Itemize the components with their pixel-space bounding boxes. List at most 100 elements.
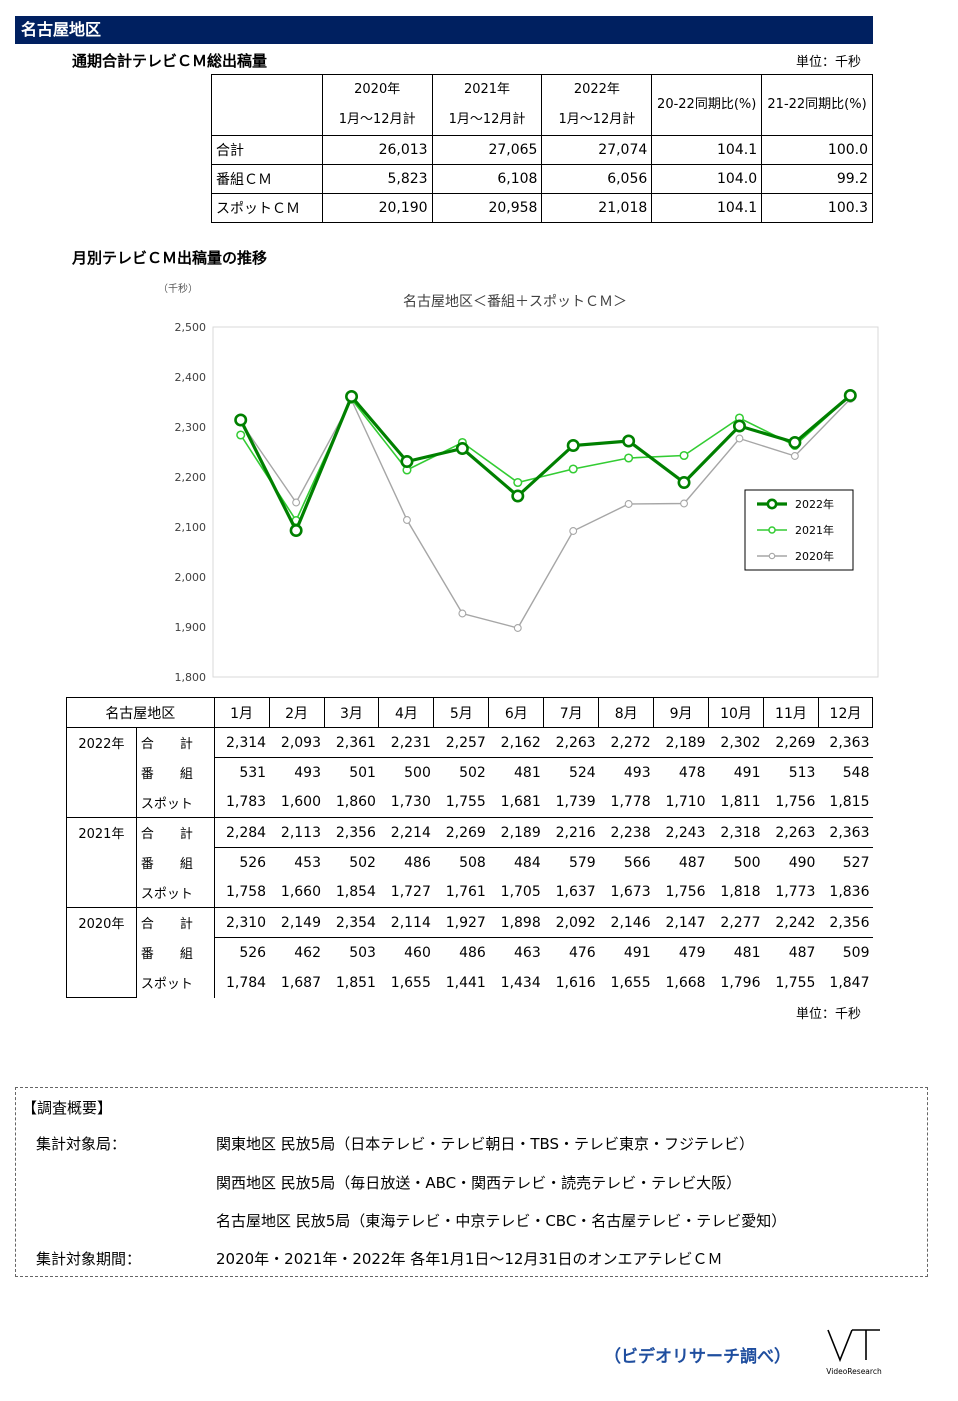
table-row: 2020年合 計 2,310 2,149 2,354 2,114 1,927 1,898 2,… xyxy=(66,907,873,998)
cell: 490 xyxy=(788,854,816,871)
cell: 1,847 xyxy=(829,974,870,991)
cell: 20,190 xyxy=(321,193,433,223)
cell: 1,756 xyxy=(775,794,816,811)
month-header: 11月 xyxy=(763,697,819,728)
cell: 453 xyxy=(294,854,321,871)
video-research-logo: VideoResearch xyxy=(826,1329,882,1376)
cell: 463 xyxy=(514,944,541,961)
summary-row-program: 番組ＣＭ 5,823 6,108 6,056 104.0 99.2 xyxy=(211,164,873,194)
data-point xyxy=(566,439,580,453)
cell: 1,927 xyxy=(433,907,489,938)
month-header: 9月 xyxy=(653,697,710,728)
cell: 503 xyxy=(349,944,376,961)
month-header: 8月 xyxy=(598,697,655,728)
station-kansai: 関西地区 民放5局（毎日放送・ABC・関西テレビ・読売テレビ・テレビ大阪） xyxy=(216,1174,742,1192)
cell: 526 xyxy=(239,854,267,871)
row-label: スポットＣＭ xyxy=(211,193,323,223)
cell: 2,114 xyxy=(378,907,434,938)
cell: 1,441 xyxy=(445,974,486,991)
cell: 100.3 xyxy=(761,193,873,223)
y-tick-label: 2,300 xyxy=(175,421,207,434)
monthly-line-chart: （千秒） 名古屋地区＜番組＋スポットＣＭ＞ 1,800 1,900 2,000 2,1… xyxy=(158,282,879,684)
cell: 493 xyxy=(623,764,651,781)
data-point xyxy=(458,609,467,618)
cell: 2,242 xyxy=(763,907,819,938)
cell: 1,755 xyxy=(445,794,486,811)
cell: 478 xyxy=(678,764,706,781)
cell: 1,898 xyxy=(488,907,544,938)
period-text: 2020年・2021年・2022年 各年1月1日～12月31日のオンエアテレビＣ… xyxy=(216,1250,723,1268)
cell: 1,836 xyxy=(829,884,870,901)
data-point xyxy=(624,453,634,463)
table-row: スポット 1,784 1,687 1,851 1,655 1,441 1,434 1,616 1… xyxy=(67,967,873,998)
cell: 2,356 xyxy=(818,907,873,938)
summary-corner xyxy=(211,74,323,136)
data-point xyxy=(788,436,802,450)
cell: 6,108 xyxy=(431,164,543,194)
cell: 491 xyxy=(733,764,761,781)
cell: 1,710 xyxy=(665,794,706,811)
cell: 486 xyxy=(459,944,486,961)
month-header: 4月 xyxy=(378,697,435,728)
y-tick-label: 1,900 xyxy=(175,621,207,634)
cell: 481 xyxy=(514,764,541,781)
data-point xyxy=(513,477,523,488)
y-tick-label: 2,200 xyxy=(175,471,207,484)
summary-title: 通期合計テレビＣＭ総出稿量 xyxy=(72,52,268,70)
cell: 481 xyxy=(733,944,761,961)
cell: 2,263 xyxy=(763,817,819,848)
cell: 476 xyxy=(568,944,596,961)
month-header: 12月 xyxy=(817,697,874,728)
cell: 1,655 xyxy=(610,974,651,991)
cell: 2,214 xyxy=(378,817,434,848)
cell: 502 xyxy=(349,854,376,871)
data-point xyxy=(622,434,636,448)
cell: 2,257 xyxy=(433,727,489,758)
cell: 1,616 xyxy=(555,974,596,991)
month-header: 3月 xyxy=(323,697,380,728)
row-label: 番組ＣＭ xyxy=(211,164,323,194)
cell: 1,727 xyxy=(390,884,431,901)
y-tick-label: 2,000 xyxy=(175,571,207,584)
data-point xyxy=(511,489,525,503)
survey-box xyxy=(15,1087,928,1277)
cell: 1,434 xyxy=(500,974,541,991)
cell: 1,730 xyxy=(390,794,431,811)
year-label: 2020年 xyxy=(66,907,137,998)
cell: 509 xyxy=(842,944,870,961)
series-lines xyxy=(234,389,857,632)
cell: 2,356 xyxy=(324,817,379,848)
row-type-label: 番 組 xyxy=(135,937,215,968)
cell: 479 xyxy=(678,944,706,961)
month-header: 5月 xyxy=(433,697,490,728)
y-tick-label: 2,400 xyxy=(175,371,207,384)
cell: 2,162 xyxy=(488,727,544,758)
data-point xyxy=(513,624,522,632)
data-point xyxy=(735,434,744,443)
cell: 2,189 xyxy=(653,727,709,758)
cell: 21,018 xyxy=(541,193,653,223)
year-label: 2021年 xyxy=(66,817,137,908)
data-point xyxy=(568,464,578,474)
cell: 2,092 xyxy=(543,907,599,938)
cell: 2,314 xyxy=(214,727,270,758)
cell: 2,318 xyxy=(708,817,764,848)
table-row: スポット 1,783 1,600 1,860 1,730 1,755 1,681 1,739 1… xyxy=(67,787,873,818)
cell: 1,756 xyxy=(665,884,706,901)
series-line-0 xyxy=(239,393,852,535)
cell: 1,811 xyxy=(720,794,761,811)
cell: 1,851 xyxy=(335,974,376,991)
credit-text: （ビデオリサーチ調べ） xyxy=(604,1347,791,1367)
month-header: 1月 xyxy=(213,697,270,728)
row-type-label: 合 計 xyxy=(135,907,215,938)
y-axis: 1,800 1,900 2,000 2,100 2,200 2,300 2,400 2,500 xyxy=(175,321,207,684)
month-header: 2月 xyxy=(268,697,325,728)
cell: 99.2 xyxy=(761,164,873,194)
summary-row-spot: スポットＣＭ 20,190 20,958 21,018 104.1 100.3 xyxy=(211,193,873,223)
survey-title: 【調査概要】 xyxy=(22,1099,113,1117)
cell: 104.1 xyxy=(651,135,763,165)
chart-ylabel: （千秒） xyxy=(158,282,198,295)
data-point xyxy=(234,413,248,427)
monthly-unit: 単位：千秒 xyxy=(796,1007,862,1022)
cell: 491 xyxy=(623,944,651,961)
